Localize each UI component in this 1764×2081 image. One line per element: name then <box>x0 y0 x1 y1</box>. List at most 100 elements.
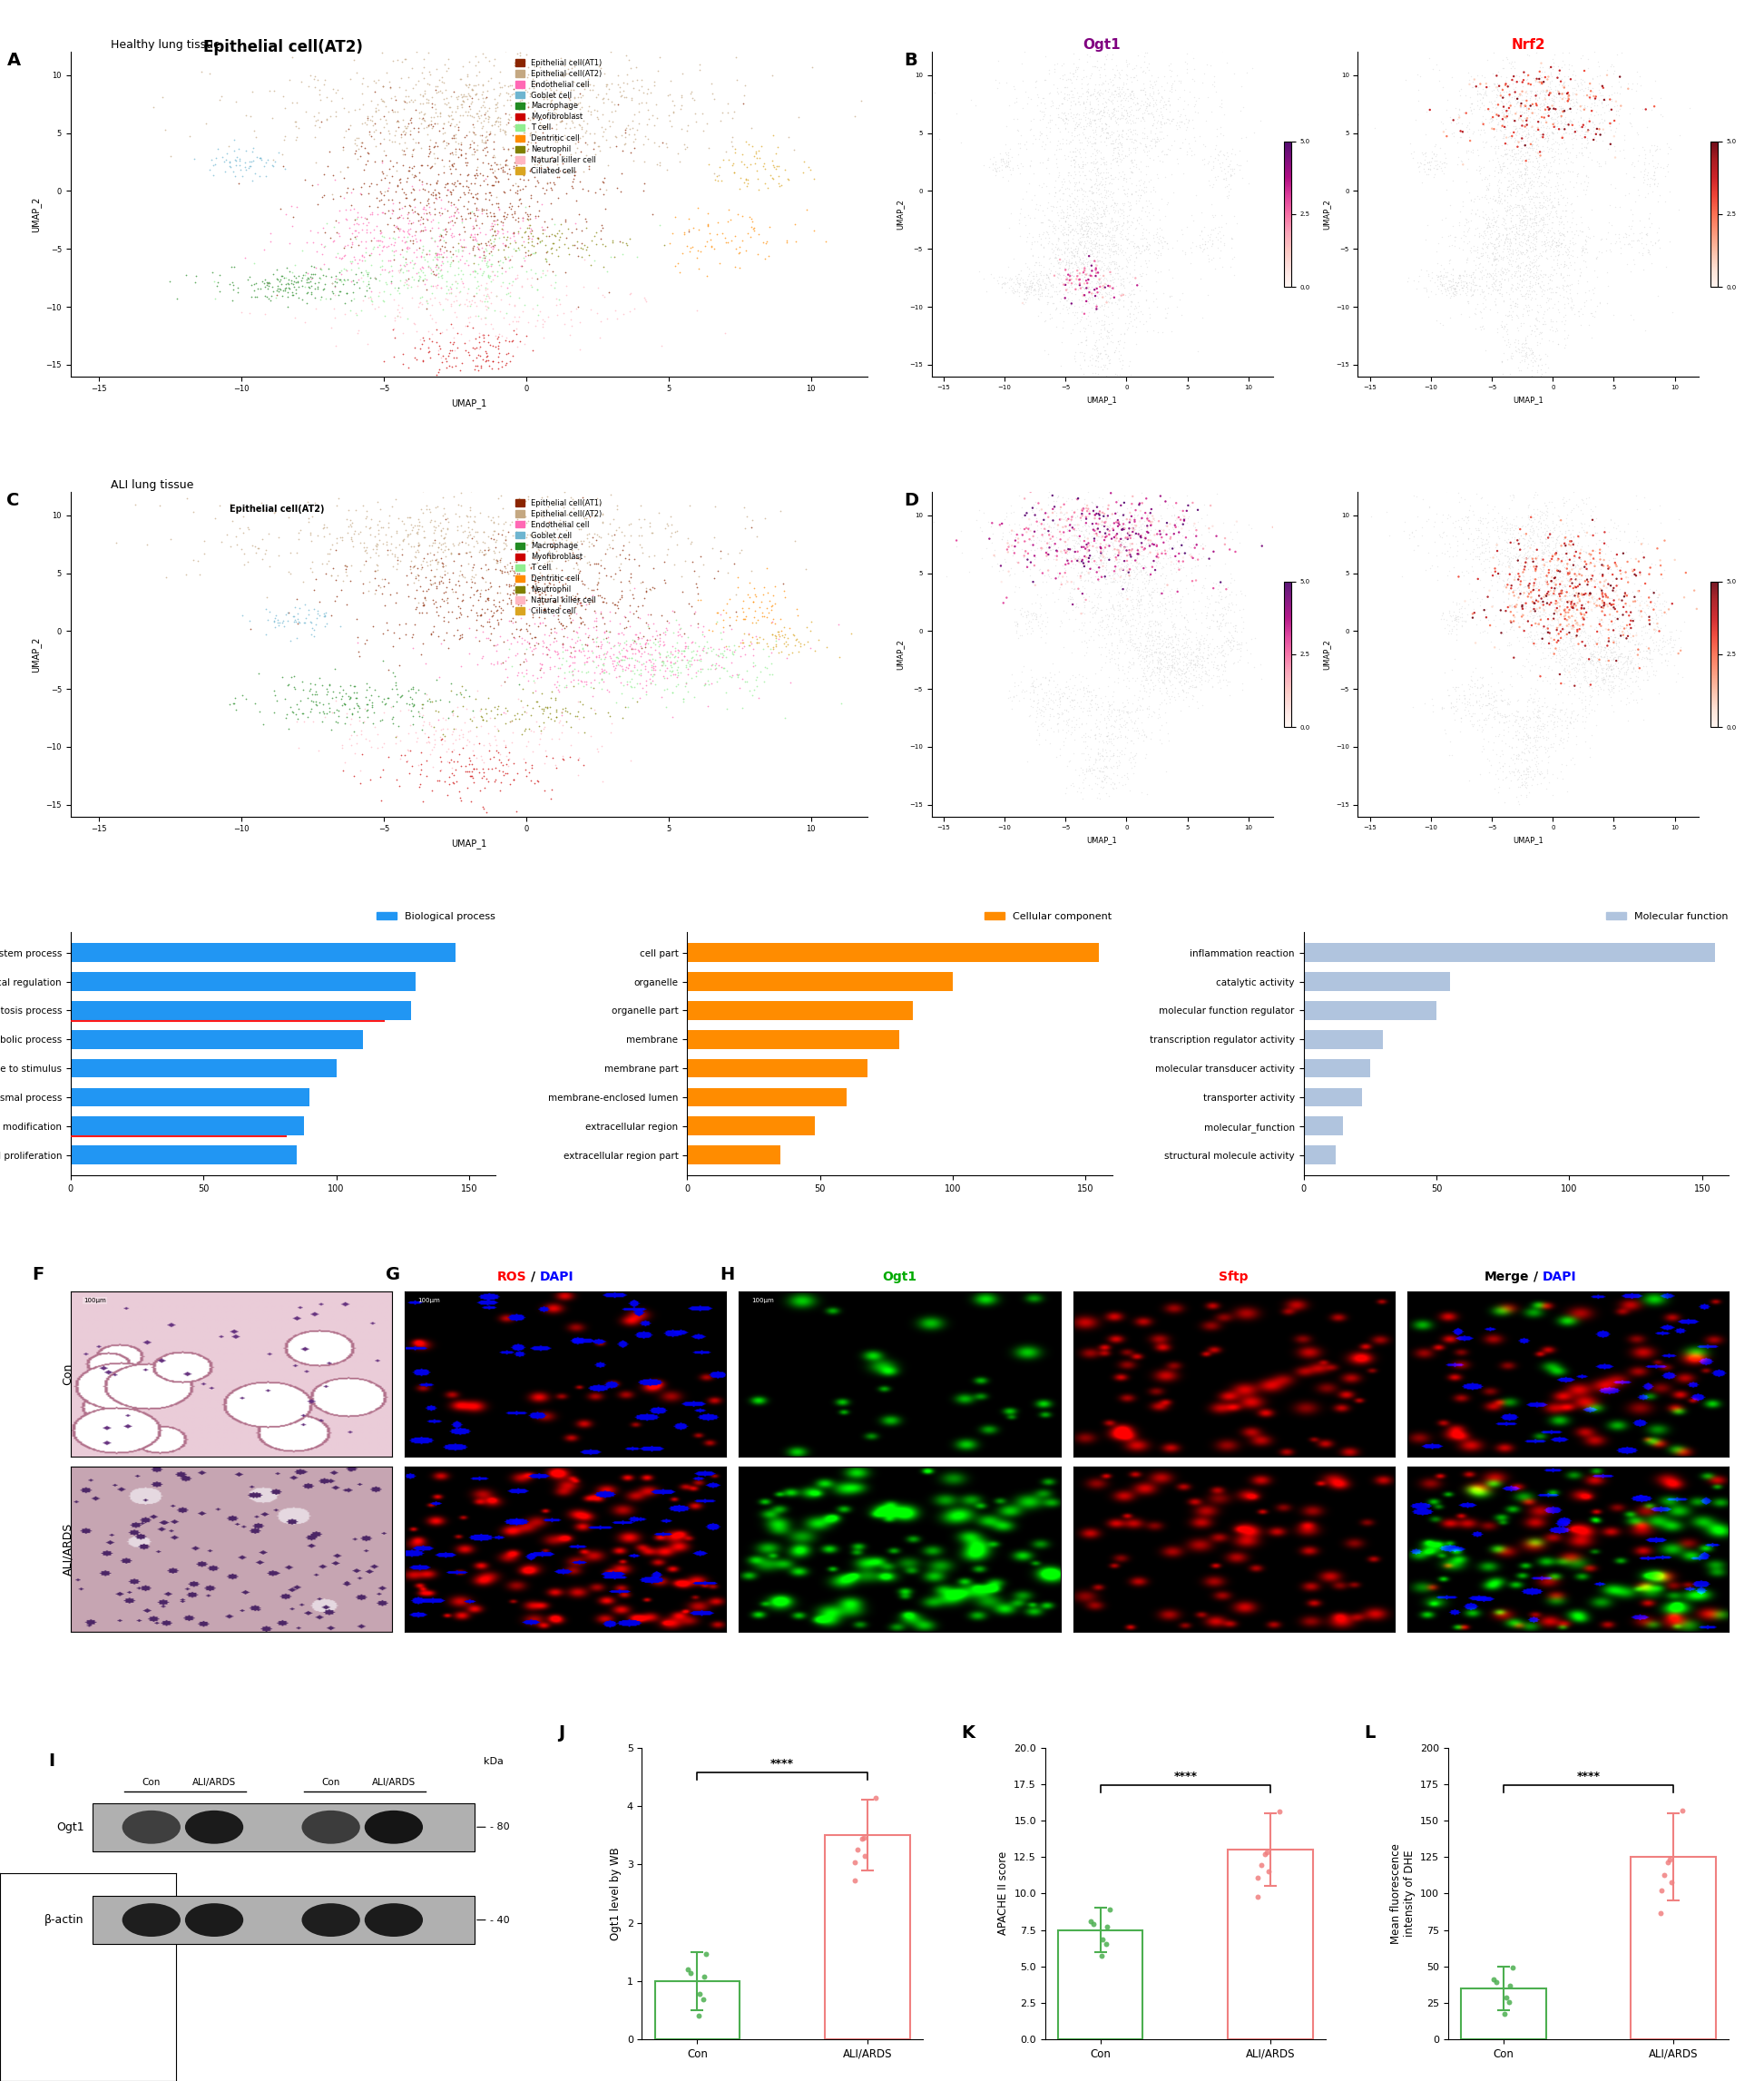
Point <box>1113 312 1141 345</box>
Point <box>1106 622 1134 656</box>
Point <box>1041 210 1069 243</box>
Point <box>482 764 510 797</box>
Point <box>1526 139 1554 173</box>
Point <box>563 554 591 587</box>
Point <box>1522 81 1551 114</box>
Point <box>1487 699 1515 733</box>
Point <box>1087 537 1115 570</box>
Point <box>1524 356 1552 389</box>
Point <box>1198 200 1226 233</box>
Point <box>1051 71 1080 104</box>
Point <box>1446 221 1475 254</box>
Point <box>1529 689 1558 722</box>
Point <box>1462 670 1491 703</box>
Point <box>1429 262 1457 296</box>
Point <box>282 264 310 298</box>
Point <box>1542 508 1570 541</box>
Point <box>1614 73 1642 106</box>
Point <box>1528 543 1556 576</box>
Point <box>362 533 390 566</box>
Point <box>512 196 540 229</box>
Point <box>1108 127 1136 160</box>
Point <box>1531 241 1559 275</box>
Point <box>1064 250 1092 283</box>
Point <box>1062 54 1090 87</box>
Point <box>1522 89 1551 123</box>
Point <box>489 89 517 123</box>
Point <box>1563 85 1591 119</box>
Point <box>492 277 520 310</box>
Point <box>1182 649 1210 683</box>
Point <box>1528 533 1556 566</box>
Point <box>1106 558 1134 591</box>
Point <box>709 616 737 649</box>
Point <box>1512 225 1540 258</box>
Point <box>1413 96 1441 129</box>
Point <box>1117 583 1145 616</box>
Point <box>1526 104 1554 137</box>
Point <box>1050 212 1078 246</box>
Point <box>1111 635 1140 668</box>
Point <box>409 589 437 622</box>
Point <box>1531 348 1559 381</box>
Point <box>1517 318 1545 352</box>
Point <box>1097 233 1125 266</box>
Point <box>1570 177 1598 210</box>
Point <box>1058 566 1087 599</box>
Point <box>1030 200 1058 233</box>
Point <box>995 144 1023 177</box>
Point <box>649 643 677 676</box>
Point <box>446 62 475 96</box>
Point <box>1057 268 1085 302</box>
Point <box>1132 512 1161 545</box>
Point <box>1538 223 1566 256</box>
Point <box>1021 662 1050 695</box>
Point <box>418 685 446 718</box>
Point <box>1545 279 1573 312</box>
Point <box>1572 620 1600 653</box>
Point <box>460 131 489 164</box>
Point <box>1545 112 1573 146</box>
Point <box>1431 268 1459 302</box>
Point <box>1514 94 1542 127</box>
Point <box>1150 535 1178 568</box>
Point <box>1473 202 1501 235</box>
Point <box>582 79 610 112</box>
Point <box>1148 549 1177 583</box>
Point <box>441 137 469 171</box>
Point <box>1462 154 1491 187</box>
Point <box>1155 541 1184 574</box>
Point <box>529 83 557 117</box>
Point <box>1159 529 1187 562</box>
Point <box>1529 108 1558 142</box>
Point <box>635 662 663 695</box>
Point <box>1526 699 1554 733</box>
Point <box>1090 200 1118 233</box>
Point <box>1589 589 1618 622</box>
Point <box>388 533 416 566</box>
Point <box>1561 62 1589 96</box>
Point <box>519 691 547 724</box>
Point <box>1471 60 1499 94</box>
Point <box>423 177 452 210</box>
Point <box>1203 649 1231 683</box>
Point <box>411 647 439 680</box>
Point <box>1572 250 1600 283</box>
Point <box>305 73 333 106</box>
Point <box>1055 262 1083 296</box>
Point <box>1515 366 1544 400</box>
Point <box>422 52 450 85</box>
Point <box>1110 562 1138 595</box>
Point <box>774 162 803 196</box>
Point <box>437 135 466 169</box>
Point <box>1549 614 1577 647</box>
Point <box>1579 564 1607 597</box>
Point <box>1549 219 1577 252</box>
Point <box>766 620 794 653</box>
Point <box>697 223 725 256</box>
Point <box>1025 728 1053 762</box>
Point <box>1614 703 1642 737</box>
Point <box>1069 117 1097 150</box>
Point <box>310 179 339 212</box>
Point <box>1060 439 1088 472</box>
